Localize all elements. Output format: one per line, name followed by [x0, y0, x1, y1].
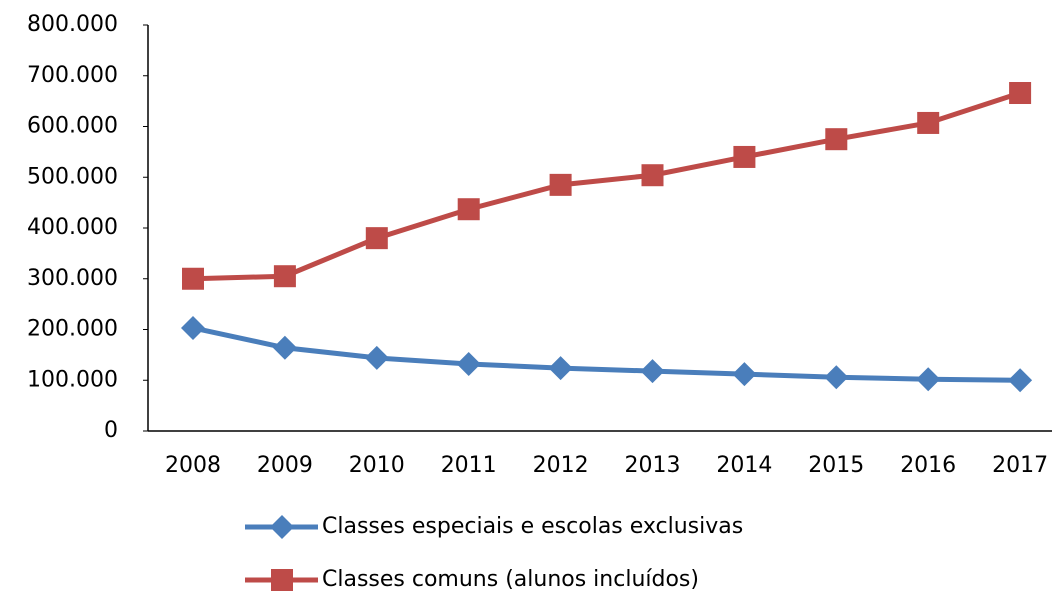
y-tick-label: 500.000 [27, 164, 118, 189]
data-point [825, 128, 848, 151]
data-point [457, 198, 480, 221]
data-point [640, 359, 665, 384]
y-tick-label: 100.000 [27, 367, 118, 392]
legend-label: Classes especiais e escolas exclusivas [322, 514, 743, 539]
data-point [182, 267, 204, 290]
data-point [733, 145, 756, 168]
x-tick-label: 2009 [257, 453, 313, 478]
series-line [192, 90, 1021, 282]
y-tick-label: 400.000 [27, 215, 118, 240]
x-tick-label: 2015 [808, 453, 864, 478]
y-tick-label: 0 [104, 418, 118, 443]
data-point [365, 227, 388, 250]
x-tick-label: 2014 [716, 453, 772, 478]
x-tick-label: 2012 [533, 453, 589, 478]
data-point [732, 362, 757, 387]
data-point [1009, 82, 1032, 105]
data-point [1008, 368, 1033, 393]
legend-marker [270, 515, 294, 539]
y-tick-label: 800.000 [27, 12, 118, 37]
data-point [549, 173, 572, 196]
data-point [917, 111, 940, 134]
x-tick-label: 2008 [165, 453, 221, 478]
data-point [641, 164, 664, 187]
data-point [456, 352, 481, 377]
data-point [273, 265, 296, 288]
data-point [364, 345, 389, 370]
x-tick-label: 2016 [900, 453, 956, 478]
y-tick-label: 600.000 [27, 114, 118, 139]
x-tick-label: 2013 [625, 453, 681, 478]
y-tick-label: 200.000 [27, 317, 118, 342]
series-line [192, 325, 1021, 383]
data-point [824, 365, 849, 390]
x-tick-label: 2011 [441, 453, 497, 478]
data-point [916, 367, 941, 392]
data-point [272, 335, 297, 360]
legend-marker [271, 569, 293, 591]
data-point [548, 356, 573, 381]
x-tick-label: 2010 [349, 453, 405, 478]
y-tick-label: 300.000 [27, 266, 118, 291]
legend-label: Classes comuns (alunos incluídos) [322, 567, 699, 592]
data-point [181, 315, 205, 340]
y-tick-label: 700.000 [27, 63, 118, 88]
x-tick-label: 2017 [992, 453, 1048, 478]
